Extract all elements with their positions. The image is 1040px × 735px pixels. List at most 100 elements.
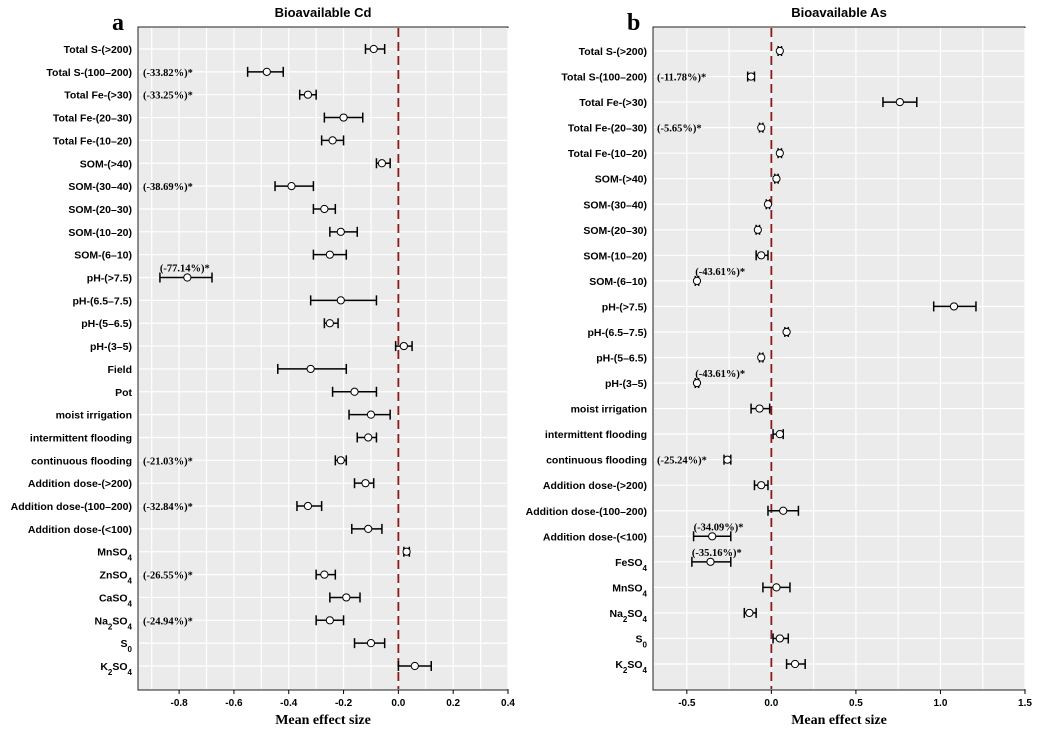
mean-point — [746, 72, 756, 81]
significance-annotation: (-11.78%)* — [657, 73, 706, 84]
panel-a: a Bioavailable Cd Total S-(>200) Total S-(1… — [11, 5, 516, 728]
mean-point — [339, 113, 348, 122]
category-label: Total S-(>200) — [64, 44, 132, 56]
mean-point — [779, 506, 788, 515]
mean-point — [757, 481, 766, 490]
category-label: SOM-(6–10) — [74, 250, 132, 262]
category-label: SOM-(10–20) — [583, 250, 647, 262]
mean-point — [336, 296, 345, 305]
category-label: Na2SO4 — [94, 615, 132, 631]
forest-row: S0 — [121, 638, 386, 654]
mean-point — [320, 204, 329, 214]
forest-row: Total Fe-(10–20) — [53, 135, 345, 147]
forest-row: intermittent flooding — [30, 432, 378, 444]
x-axis: -0.8 -0.6 -0.4 -0.2 0.0 0.2 0.4 — [170, 690, 515, 709]
category-label: pH-(5–6.5) — [81, 318, 132, 330]
mean-point — [692, 276, 702, 285]
forest-row: moist irrigation — [571, 403, 771, 416]
category-label: Addition dose-(<100) — [28, 524, 132, 536]
category-label: Na2SO4 — [609, 608, 647, 624]
forest-row: pH-(6.5–7.5) — [72, 295, 378, 307]
mean-point — [366, 410, 376, 419]
significance-annotation: (-25.24%)* — [657, 456, 707, 467]
x-tick-label: 1.5 — [1018, 698, 1032, 709]
mean-point — [755, 404, 764, 413]
category-label: SOM-(>40) — [595, 174, 647, 186]
forest-row: Total Fe-(20–30) — [53, 112, 364, 125]
category-label: continuous flooding — [546, 455, 647, 467]
forest-row: SOM-(10–20) — [583, 250, 769, 262]
forest-row: pH-(3–5) — [90, 341, 413, 353]
category-label: intermittent flooding — [30, 432, 132, 444]
mean-point — [410, 661, 419, 671]
forest-row: Total Fe-(10–20) — [568, 148, 784, 160]
category-label: Addition dose-(100–200) — [526, 506, 647, 518]
category-label: continuous flooding — [31, 455, 132, 467]
category-label: MnSO4 — [97, 547, 132, 563]
forest-row: Addition dose-(<100) (-34.09%)* — [543, 522, 744, 543]
chart-title: Bioavailable Cd — [275, 5, 372, 20]
forest-row: Total Fe-(>30) — [579, 97, 918, 109]
category-label: pH-(6.5–7.5) — [587, 327, 647, 339]
forest-row: Total Fe-(>30) (-33.25%)* — [64, 89, 317, 102]
significance-annotation: (-34.09%)* — [694, 522, 744, 533]
mean-point — [328, 136, 337, 145]
mean-point — [325, 319, 334, 328]
forest-row: SOM-(10–20) — [68, 226, 359, 239]
category-label: Total S-(100–200) — [561, 72, 647, 84]
forest-row: moist irrigation — [56, 409, 391, 422]
category-label: pH-(3–5) — [605, 378, 647, 390]
category-label: ZnSO4 — [100, 570, 133, 586]
mean-point — [745, 608, 754, 618]
forest-row: SOM-(>40) — [595, 173, 781, 186]
category-label: SOM-(30–40) — [68, 181, 132, 193]
category-label: SOM-(>40) — [80, 158, 132, 170]
forest-row: MnSO4 — [612, 582, 791, 598]
mean-point — [708, 532, 717, 541]
significance-annotation: (-33.82%)* — [143, 68, 193, 79]
x-tick-label: 0.4 — [501, 698, 515, 709]
mean-point — [402, 547, 411, 556]
forest-row: continuous flooding (-25.24%)* — [546, 454, 732, 467]
category-label: MnSO4 — [612, 582, 647, 598]
category-label: SOM-(30–40) — [583, 199, 647, 211]
mean-point — [364, 433, 373, 442]
mean-point — [692, 378, 702, 388]
significance-annotation: (-43.61%)* — [695, 369, 745, 380]
forest-row: Total S-(>200) — [64, 44, 386, 56]
category-label: CaSO4 — [99, 592, 133, 608]
forest-row: pH-(6.5–7.5) — [587, 326, 791, 339]
forest-row: Pot — [115, 386, 378, 399]
category-label: SOM-(10–20) — [68, 227, 132, 239]
mean-point — [287, 182, 296, 191]
mean-point — [336, 227, 345, 236]
plot-area — [652, 26, 1026, 691]
mean-point — [772, 583, 781, 592]
mean-point — [775, 149, 784, 158]
category-label: Total Fe-(20–30) — [568, 123, 647, 135]
category-label: Addition dose-(<100) — [543, 531, 647, 543]
category-label: SOM-(20–30) — [583, 225, 647, 237]
forest-row: Total S-(100–200) (-11.78%)* — [561, 71, 756, 84]
mean-point — [772, 174, 781, 183]
x-tick-label: -0.8 — [170, 698, 188, 709]
mean-point — [706, 557, 715, 566]
x-tick-label: 0.2 — [446, 698, 460, 709]
category-label: K2SO4 — [615, 659, 647, 675]
forest-row: K2SO4 — [615, 659, 806, 675]
category-label: FeSO4 — [615, 557, 647, 573]
forest-row: Total Fe-(20–30) (-5.65%)* — [568, 122, 766, 135]
category-label: S0 — [636, 633, 648, 649]
significance-annotation: (-33.25%)* — [143, 91, 193, 102]
forest-row: pH-(>7.5) — [602, 301, 977, 313]
category-label: intermittent flooding — [545, 429, 647, 441]
forest-row: Addition dose-(100–200) — [526, 505, 800, 518]
mean-point — [757, 123, 766, 132]
mean-point — [364, 524, 373, 533]
category-label: Total Fe-(10–20) — [568, 148, 647, 160]
mean-point — [303, 501, 313, 511]
mean-point — [306, 364, 315, 374]
category-label: Field — [107, 364, 132, 376]
x-axis: -0.5 0.0 0.5 1.0 1.5 — [678, 690, 1032, 709]
